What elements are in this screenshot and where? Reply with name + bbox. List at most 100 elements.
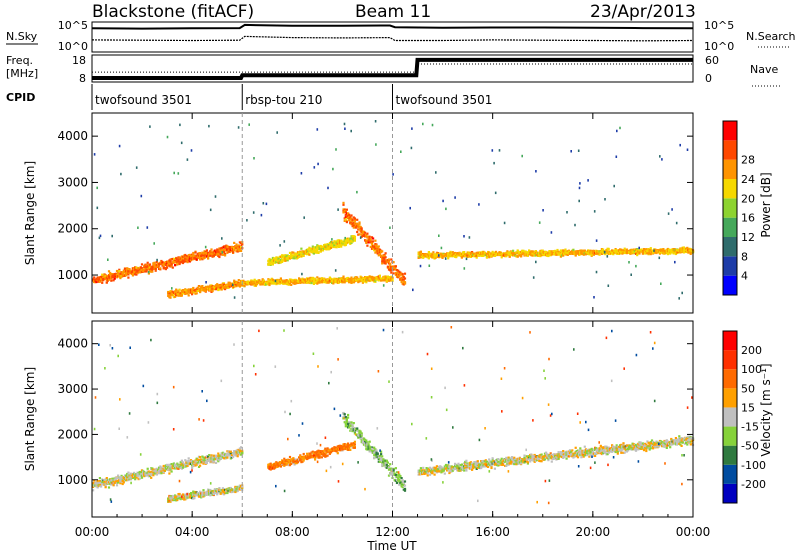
power-noise-echo: [303, 216, 305, 219]
power-echo-3: [333, 244, 336, 247]
velocity-echo-2: [325, 451, 328, 454]
power-echo-3: [327, 248, 330, 251]
power-echo-5: [512, 252, 515, 255]
velocity-echo-1: [209, 494, 212, 497]
velocity-echo-0: [199, 456, 202, 459]
velocity-echo-0: [151, 473, 154, 476]
power-echo-5: [460, 256, 463, 259]
power-echo-4: [353, 219, 356, 222]
power-noise-echo: [93, 153, 96, 156]
power-echo-1: [193, 291, 196, 294]
velocity-echo-2: [301, 457, 304, 460]
power-echo-5: [622, 250, 625, 253]
velocity-echo-0: [211, 461, 214, 464]
power-echo-0: [163, 261, 166, 264]
power-echo-2: [373, 276, 376, 279]
velocity-echo-1: [241, 485, 244, 488]
freq-panel: Freq. [MHz] 18 8 60 0 Nave: [6, 54, 782, 87]
power-echo-0: [230, 247, 234, 250]
power-echo-2: [316, 276, 319, 279]
power-echo-0: [135, 266, 138, 269]
power-echo-0: [158, 264, 161, 267]
power-echo-4: [372, 237, 375, 240]
velocity-echo-0: [143, 473, 146, 476]
velocity-echo-0: [107, 481, 111, 484]
power-echo-5: [675, 251, 679, 255]
power-echo-4: [377, 245, 380, 248]
velocity-echo-0: [118, 477, 121, 480]
power-noise-echo: [135, 166, 138, 169]
velocity-echo-0: [120, 474, 123, 477]
power-echo-3: [325, 248, 328, 251]
power-echo-0: [153, 262, 156, 265]
power-echo-1: [187, 294, 190, 297]
power-noise-echo: [435, 171, 437, 174]
power-echo-0: [102, 276, 105, 280]
velocity-echo-0: [92, 489, 95, 492]
power-echo-1: [220, 288, 223, 291]
power-echo-5: [587, 250, 590, 253]
velocity-echo-0: [105, 482, 108, 485]
power-echo-5: [482, 253, 485, 256]
power-echo-5: [432, 251, 435, 254]
power-echo-2: [336, 280, 339, 283]
power-echo-0: [205, 252, 208, 255]
power-echo-5: [648, 249, 651, 252]
velocity-echo-0: [194, 464, 197, 467]
power-echo-1: [195, 292, 198, 295]
power-echo-0: [211, 255, 214, 258]
velocity-echo-0: [137, 473, 140, 476]
power-echo-0: [154, 269, 157, 272]
velocity-echo-1: [203, 494, 206, 497]
velocity-echo-1: [237, 485, 240, 489]
velocity-echo-0: [205, 461, 208, 464]
power-noise-echo: [653, 249, 655, 252]
power-echo-5: [689, 250, 692, 253]
power-echo-3: [308, 253, 311, 256]
velocity-echo-0: [176, 465, 179, 468]
power-echo-2: [265, 283, 268, 286]
power-echo-0: [238, 247, 241, 250]
power-echo-3: [340, 239, 343, 242]
velocity-echo-0: [134, 474, 137, 477]
velocity-echo-0: [237, 448, 240, 452]
velocity-echo-0: [167, 466, 170, 469]
power-echo-4: [357, 228, 360, 231]
power-echo-2: [390, 277, 393, 280]
power-echo-0: [118, 275, 121, 278]
power-echo-2: [364, 280, 367, 283]
power-echo-0: [110, 275, 113, 278]
power-echo-2: [349, 279, 352, 282]
power-echo-2: [390, 275, 393, 278]
power-noise-echo: [350, 129, 352, 133]
velocity-echo-1: [214, 491, 218, 495]
velocity-echo-0: [110, 479, 113, 482]
power-echo-0: [148, 263, 152, 266]
power-echo-2: [378, 277, 381, 280]
power-echo-5: [427, 252, 430, 255]
power-echo-1: [205, 287, 208, 290]
power-echo-1: [225, 283, 228, 287]
power-echo-2: [327, 278, 330, 281]
power-echo-4: [367, 241, 370, 244]
velocity-echo-0: [119, 482, 122, 485]
power-echo-5: [545, 250, 548, 253]
power-echo-1: [209, 288, 212, 291]
power-echo-1: [233, 281, 236, 284]
power-echo-2: [244, 280, 247, 283]
power-echo-2: [325, 278, 328, 282]
power-echo-5: [655, 251, 658, 254]
power-echo-2: [345, 277, 348, 280]
velocity-echo-0: [126, 472, 129, 476]
velocity-echo-0: [238, 453, 241, 456]
power-echo-1: [229, 283, 232, 286]
power-echo-4: [351, 222, 354, 226]
power-echo-2: [258, 279, 261, 282]
power-echo-5: [564, 248, 567, 251]
power-noise-echo: [593, 210, 596, 213]
power-echo-5: [559, 251, 562, 254]
power-echo-4: [402, 280, 405, 283]
velocity-echo-0: [152, 468, 155, 471]
power-echo-0: [117, 273, 120, 277]
freq-line: [92, 57, 693, 80]
